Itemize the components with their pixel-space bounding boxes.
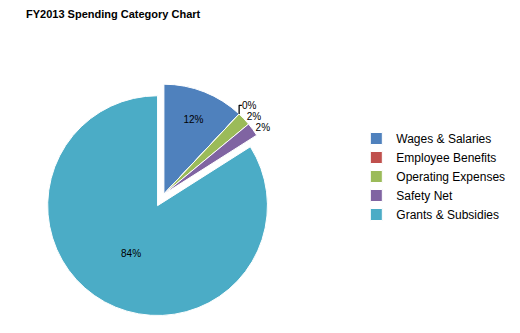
svg-text:2%: 2% bbox=[247, 111, 262, 122]
svg-text:84%: 84% bbox=[121, 248, 141, 259]
svg-text:Employee Benefits: Employee Benefits bbox=[396, 151, 496, 165]
svg-text:12%: 12% bbox=[183, 114, 203, 125]
svg-text:Operating Expenses: Operating Expenses bbox=[396, 170, 505, 184]
svg-text:2%: 2% bbox=[256, 122, 271, 133]
svg-text:0%: 0% bbox=[242, 100, 257, 111]
svg-text:Safety Net: Safety Net bbox=[396, 189, 453, 203]
svg-text:Wages & Salaries: Wages & Salaries bbox=[396, 132, 491, 146]
svg-text:Grants & Subsidies: Grants & Subsidies bbox=[396, 208, 499, 222]
svg-text:FY2013 Spending Category Chart: FY2013 Spending Category Chart bbox=[26, 8, 201, 20]
